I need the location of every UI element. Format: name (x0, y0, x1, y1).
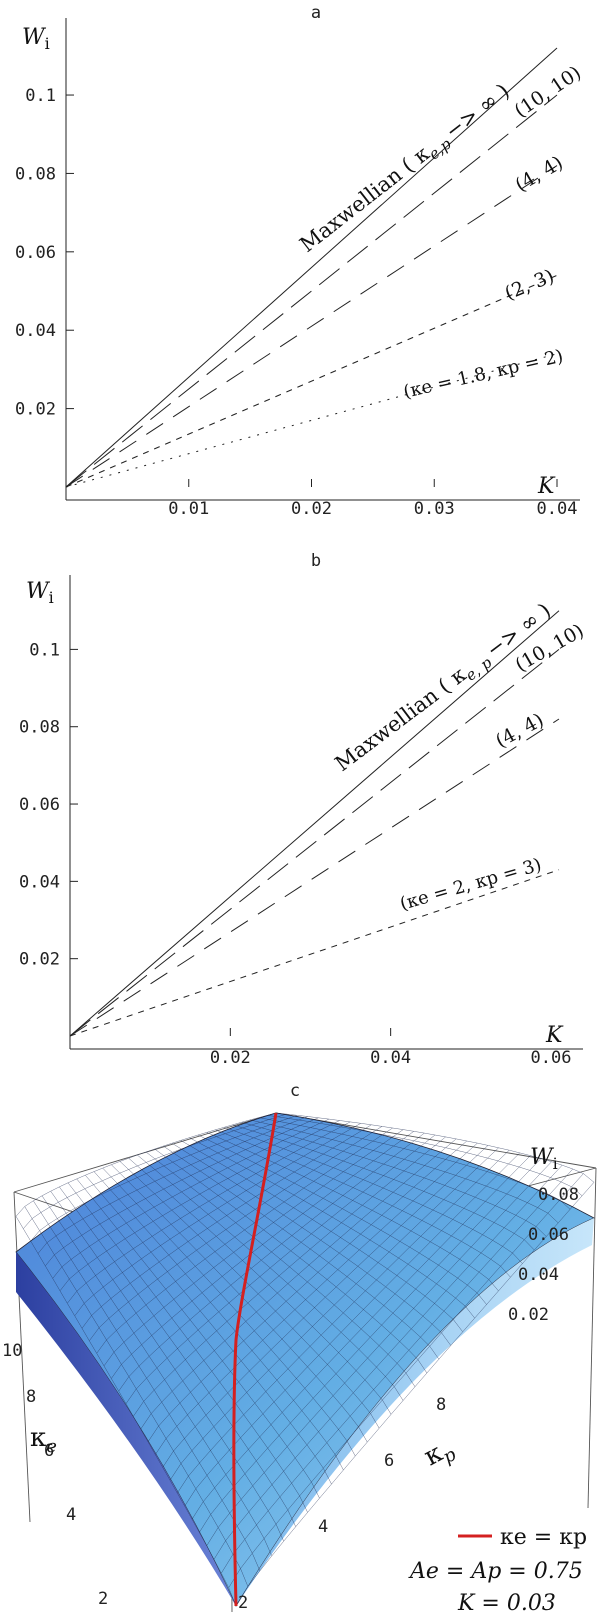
panel-c-param-a: Ae = Ap = 0.75 (408, 1559, 583, 1584)
panel-c-mesh-line (275, 1112, 595, 1183)
panel-c-kp-ticks: 2 4 6 8 (238, 1395, 446, 1613)
panel-c-mesh-line (30, 1115, 298, 1242)
panel-c-mesh-line (15, 1112, 277, 1217)
a-ytick-label: 0.1 (25, 86, 56, 106)
panel-c-ketick-label: 2 (98, 1589, 108, 1609)
panel-c-mesh-line (37, 1116, 308, 1254)
a-series-2 (65, 165, 558, 488)
panel-b-title: b (311, 551, 321, 571)
a-ytick-label: 0.04 (15, 321, 56, 341)
panel-c-ztick-label: 0.02 (508, 1305, 549, 1325)
a-xtick-label: 0.03 (414, 499, 455, 519)
a-series-0 (65, 47, 558, 488)
b-ytick-label: 0.02 (19, 950, 60, 970)
a-ytick-label: 0.08 (15, 164, 56, 184)
panel-a-label-18-2: (κe = 1.8, κp = 2) (401, 346, 565, 403)
panel-c-ke-label: κe (30, 1423, 57, 1457)
panel-c-mesh-line (52, 1118, 330, 1279)
panel-b: b Wi K 0.020.040.060.080.1 0.02 0.04 0.06 … (19, 551, 588, 1068)
panel-c-mesh-line (241, 1122, 547, 1237)
panel-c-kp-label: κp (419, 1432, 460, 1475)
panel-a-curves (65, 47, 558, 488)
b-ytick-label: 0.06 (19, 795, 60, 815)
b-series-0 (69, 610, 560, 1037)
b-series-2 (69, 718, 560, 1037)
panel-c-kptick-label: 6 (384, 1451, 394, 1471)
b-series-3 (69, 869, 560, 1037)
panel-a-title: a (311, 3, 321, 23)
panel-a-label-10-10: (10, 10) (510, 62, 585, 122)
b-ytick-label: 0.08 (19, 718, 60, 738)
a-series-4 (65, 353, 558, 488)
panel-a-label-4-4: (4, 4) (512, 152, 567, 197)
a-ytick-label: 0.02 (15, 400, 56, 420)
panel-b-y-ticks: 0.02 0.04 0.06 0.08 0.1 (19, 640, 78, 970)
b-xtick-label: 0.06 (530, 1048, 571, 1068)
panel-c-ketick-label: 10 (2, 1341, 22, 1361)
panel-c-ketick-label: 4 (66, 1505, 76, 1525)
panel-c-surface-front-left (16, 1252, 236, 1606)
a-xtick-label: 0.02 (291, 499, 332, 519)
panel-a-label-2-3: (2, 3) (502, 265, 558, 305)
a-series-3 (65, 274, 558, 488)
panel-a: a Wi K 0.020.040.060.080.1 0.01 0.02 0.03 0… (15, 3, 585, 519)
panel-b-label-maxwellian: Maxwellian ( κe, p−> ∞ ) (331, 598, 558, 779)
panel-c-ztick-label: 0.08 (538, 1185, 579, 1205)
panel-b-label-2-3: (κe = 2, κp = 3) (398, 854, 544, 914)
a-xtick-label: 0.04 (537, 499, 578, 519)
panel-b-curves (69, 610, 560, 1037)
panel-c-mesh-line (23, 1113, 287, 1229)
b-xtick-label: 0.02 (210, 1048, 251, 1068)
panel-c-mesh-line (249, 1119, 559, 1224)
panel-a-y-ticks: 0.02 0.04 0.06 0.08 0.1 (15, 86, 74, 420)
panel-c-surface-front-right (236, 1218, 594, 1606)
panel-a-x-ticks: 0.01 0.02 0.03 0.04 (168, 479, 577, 519)
panel-c-kptick-label: 8 (436, 1395, 446, 1415)
a-series-1 (65, 94, 558, 488)
panel-a-label-maxwellian: Maxwellian ( κe,p−> ∞ ) (295, 79, 516, 260)
panel-c-ztick-label: 0.06 (528, 1225, 569, 1245)
panel-a-ylabel: Wi (22, 25, 50, 53)
panel-b-x-ticks: 0.02 0.04 0.06 (210, 1028, 571, 1068)
panel-c-kptick-label: 2 (238, 1593, 248, 1613)
b-xtick-label: 0.04 (370, 1048, 411, 1068)
panel-c-title: c (290, 1081, 300, 1101)
panel-c-legend-label: κe = κp (500, 1525, 587, 1550)
a-ytick-label: 0.06 (15, 243, 56, 263)
panel-c-mesh-line (258, 1117, 571, 1210)
panel-c-diagonal-curve (232, 1112, 278, 1607)
b-series-1 (69, 649, 560, 1037)
b-ytick-label: 0.1 (29, 640, 60, 660)
panel-b-xlabel: K (545, 1023, 564, 1048)
panel-c-zlabel: Wi (530, 1145, 558, 1173)
panel-c-ke-ticks: 10 8 6 4 2 (2, 1341, 108, 1609)
panel-c-ztick-label: 0.04 (518, 1265, 559, 1285)
panel-c-ketick-label: 8 (26, 1387, 36, 1407)
panel-b-label-4-4: (4, 4) (492, 709, 547, 752)
panel-c-param-k: K = 0.03 (457, 1591, 556, 1613)
panel-c-mesh-line (267, 1115, 583, 1196)
b-ytick-label: 0.04 (19, 872, 60, 892)
panel-c-z-ticks: 0.08 0.06 0.04 0.02 (508, 1185, 579, 1325)
panel-b-ylabel: Wi (26, 579, 54, 607)
panel-c-kptick-label: 4 (318, 1517, 328, 1537)
panel-a-xlabel: K (537, 474, 556, 499)
a-xtick-label: 0.01 (168, 499, 209, 519)
panel-c-ketick-label: 6 (44, 1441, 54, 1461)
